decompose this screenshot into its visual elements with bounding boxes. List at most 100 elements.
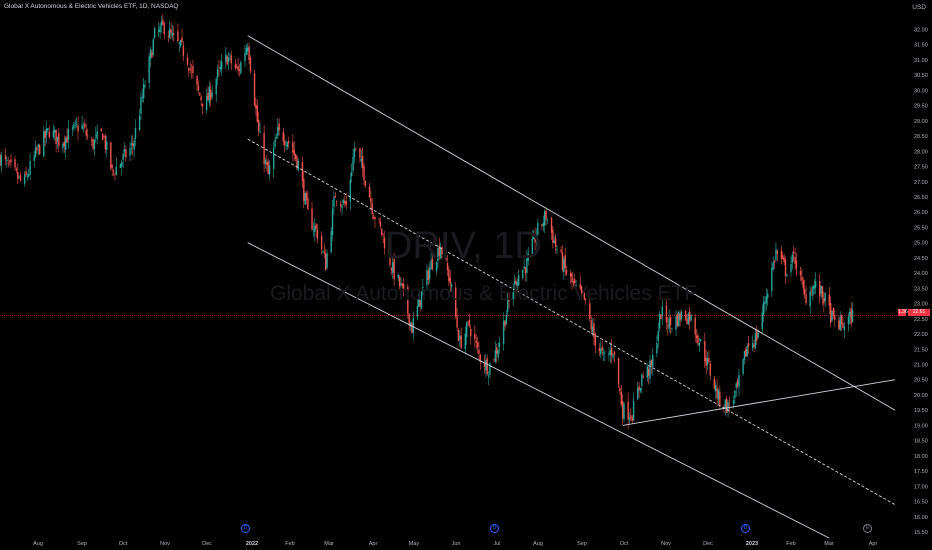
currency-label[interactable]: USD	[912, 4, 926, 11]
price-tick-label: 30.00	[914, 88, 928, 94]
time-tick-label: Feb	[786, 541, 795, 547]
candle-body	[259, 131, 261, 133]
candle-body	[412, 318, 414, 333]
time-tick-label: Feb	[285, 541, 294, 547]
time-tick-label: Apr	[869, 541, 878, 547]
candle-body	[344, 200, 346, 204]
candle-body	[497, 350, 499, 358]
candle-body	[285, 145, 287, 147]
candle-body	[646, 366, 649, 378]
candle-body	[632, 400, 635, 421]
time-tick-label: Jul	[493, 541, 500, 547]
candle-body	[335, 200, 338, 202]
channel-upper[interactable]	[247, 35, 896, 411]
candle-body	[48, 131, 50, 138]
candle-body	[207, 92, 209, 101]
channel-middle[interactable]	[247, 138, 896, 505]
candle-body	[563, 258, 565, 273]
candle-body	[493, 359, 495, 361]
candle-body	[839, 316, 841, 331]
price-tick-label: 18.50	[914, 439, 928, 445]
candle-body	[790, 263, 792, 273]
candle-body	[820, 285, 822, 294]
dividend-icon[interactable]: D	[490, 524, 499, 533]
time-tick-label: Aug	[33, 541, 43, 547]
time-axis[interactable]: Aug Sep Oct Nov Dec 2022 Feb Mar Apr May Jun Jul Aug…	[33, 541, 877, 547]
price-tick-label: 20.00	[914, 393, 928, 399]
candle-body	[125, 149, 127, 158]
earnings-icon[interactable]: E	[863, 524, 872, 533]
candle-body	[590, 320, 592, 330]
trendline-drawings[interactable]	[247, 35, 896, 539]
candle-body	[847, 316, 850, 325]
candle-body	[793, 251, 795, 254]
watermark-name: Global X Autonomous & Electric Vehicles …	[270, 282, 698, 305]
candle-series	[0, 14, 854, 429]
candle-body	[834, 315, 836, 320]
candle-body	[345, 200, 347, 206]
candle-body	[208, 87, 211, 103]
candle-body	[464, 333, 466, 349]
candle-body	[489, 362, 491, 375]
candle-body	[330, 231, 332, 253]
candle-body	[542, 222, 544, 227]
candle-body	[680, 312, 683, 320]
time-tick-label: Dec	[202, 541, 212, 547]
candle-body	[420, 291, 423, 309]
candle-body	[427, 270, 430, 280]
candle-body	[47, 128, 49, 131]
candle-body	[531, 238, 534, 256]
candle-body	[706, 357, 709, 365]
candle-body	[75, 123, 78, 125]
candle-body	[359, 148, 361, 158]
candle-body	[220, 61, 223, 70]
time-tick-label: Apr	[369, 541, 378, 547]
candle-body	[764, 302, 766, 304]
candle-body	[33, 155, 35, 161]
price-tick-label: 16.50	[914, 500, 928, 506]
candle-body	[483, 363, 486, 368]
candle-body	[418, 297, 420, 307]
candle-body	[390, 268, 393, 271]
candle-body	[647, 368, 650, 376]
candle-body	[611, 347, 613, 356]
candle-body	[422, 286, 424, 288]
candle-body	[197, 85, 200, 91]
candle-body	[649, 360, 651, 379]
candle-body	[38, 145, 41, 155]
time-tick-label: Nov	[661, 541, 671, 547]
candle-body	[111, 165, 113, 168]
candle-body	[37, 144, 40, 148]
support-line[interactable]	[622, 379, 896, 426]
candle-body	[838, 320, 840, 330]
dividend-icon[interactable]: D	[241, 524, 250, 533]
candle-body	[106, 141, 108, 150]
candle-body	[725, 398, 728, 413]
candle-body	[249, 57, 252, 72]
candle-body	[819, 280, 821, 297]
candle-body	[560, 249, 562, 252]
candle-body	[746, 345, 748, 357]
candle-body	[546, 219, 549, 221]
candle-body	[278, 123, 280, 130]
channel-lower[interactable]	[247, 242, 830, 539]
candle-body	[609, 350, 612, 355]
candle-body	[227, 57, 230, 63]
candle-body	[430, 260, 432, 270]
candle-body	[638, 386, 640, 390]
candle-body	[283, 141, 286, 145]
candle-body	[7, 163, 9, 164]
candle-body	[374, 217, 376, 220]
candle-body	[545, 210, 547, 220]
candle-body	[112, 170, 115, 171]
price-axis[interactable]: 32.00 31.50 31.00 30.50 30.00 29.50 29.00 28.50…	[914, 28, 928, 537]
candle-body	[15, 168, 18, 171]
candle-body	[445, 258, 447, 260]
chart-title[interactable]: Global X Autonomous & Electric Vehicles …	[4, 3, 179, 10]
candle-body	[85, 129, 87, 136]
candle-body	[341, 205, 343, 209]
candle-body	[773, 260, 776, 263]
candle-body	[694, 317, 696, 335]
dividend-icon[interactable]: D	[741, 524, 750, 533]
